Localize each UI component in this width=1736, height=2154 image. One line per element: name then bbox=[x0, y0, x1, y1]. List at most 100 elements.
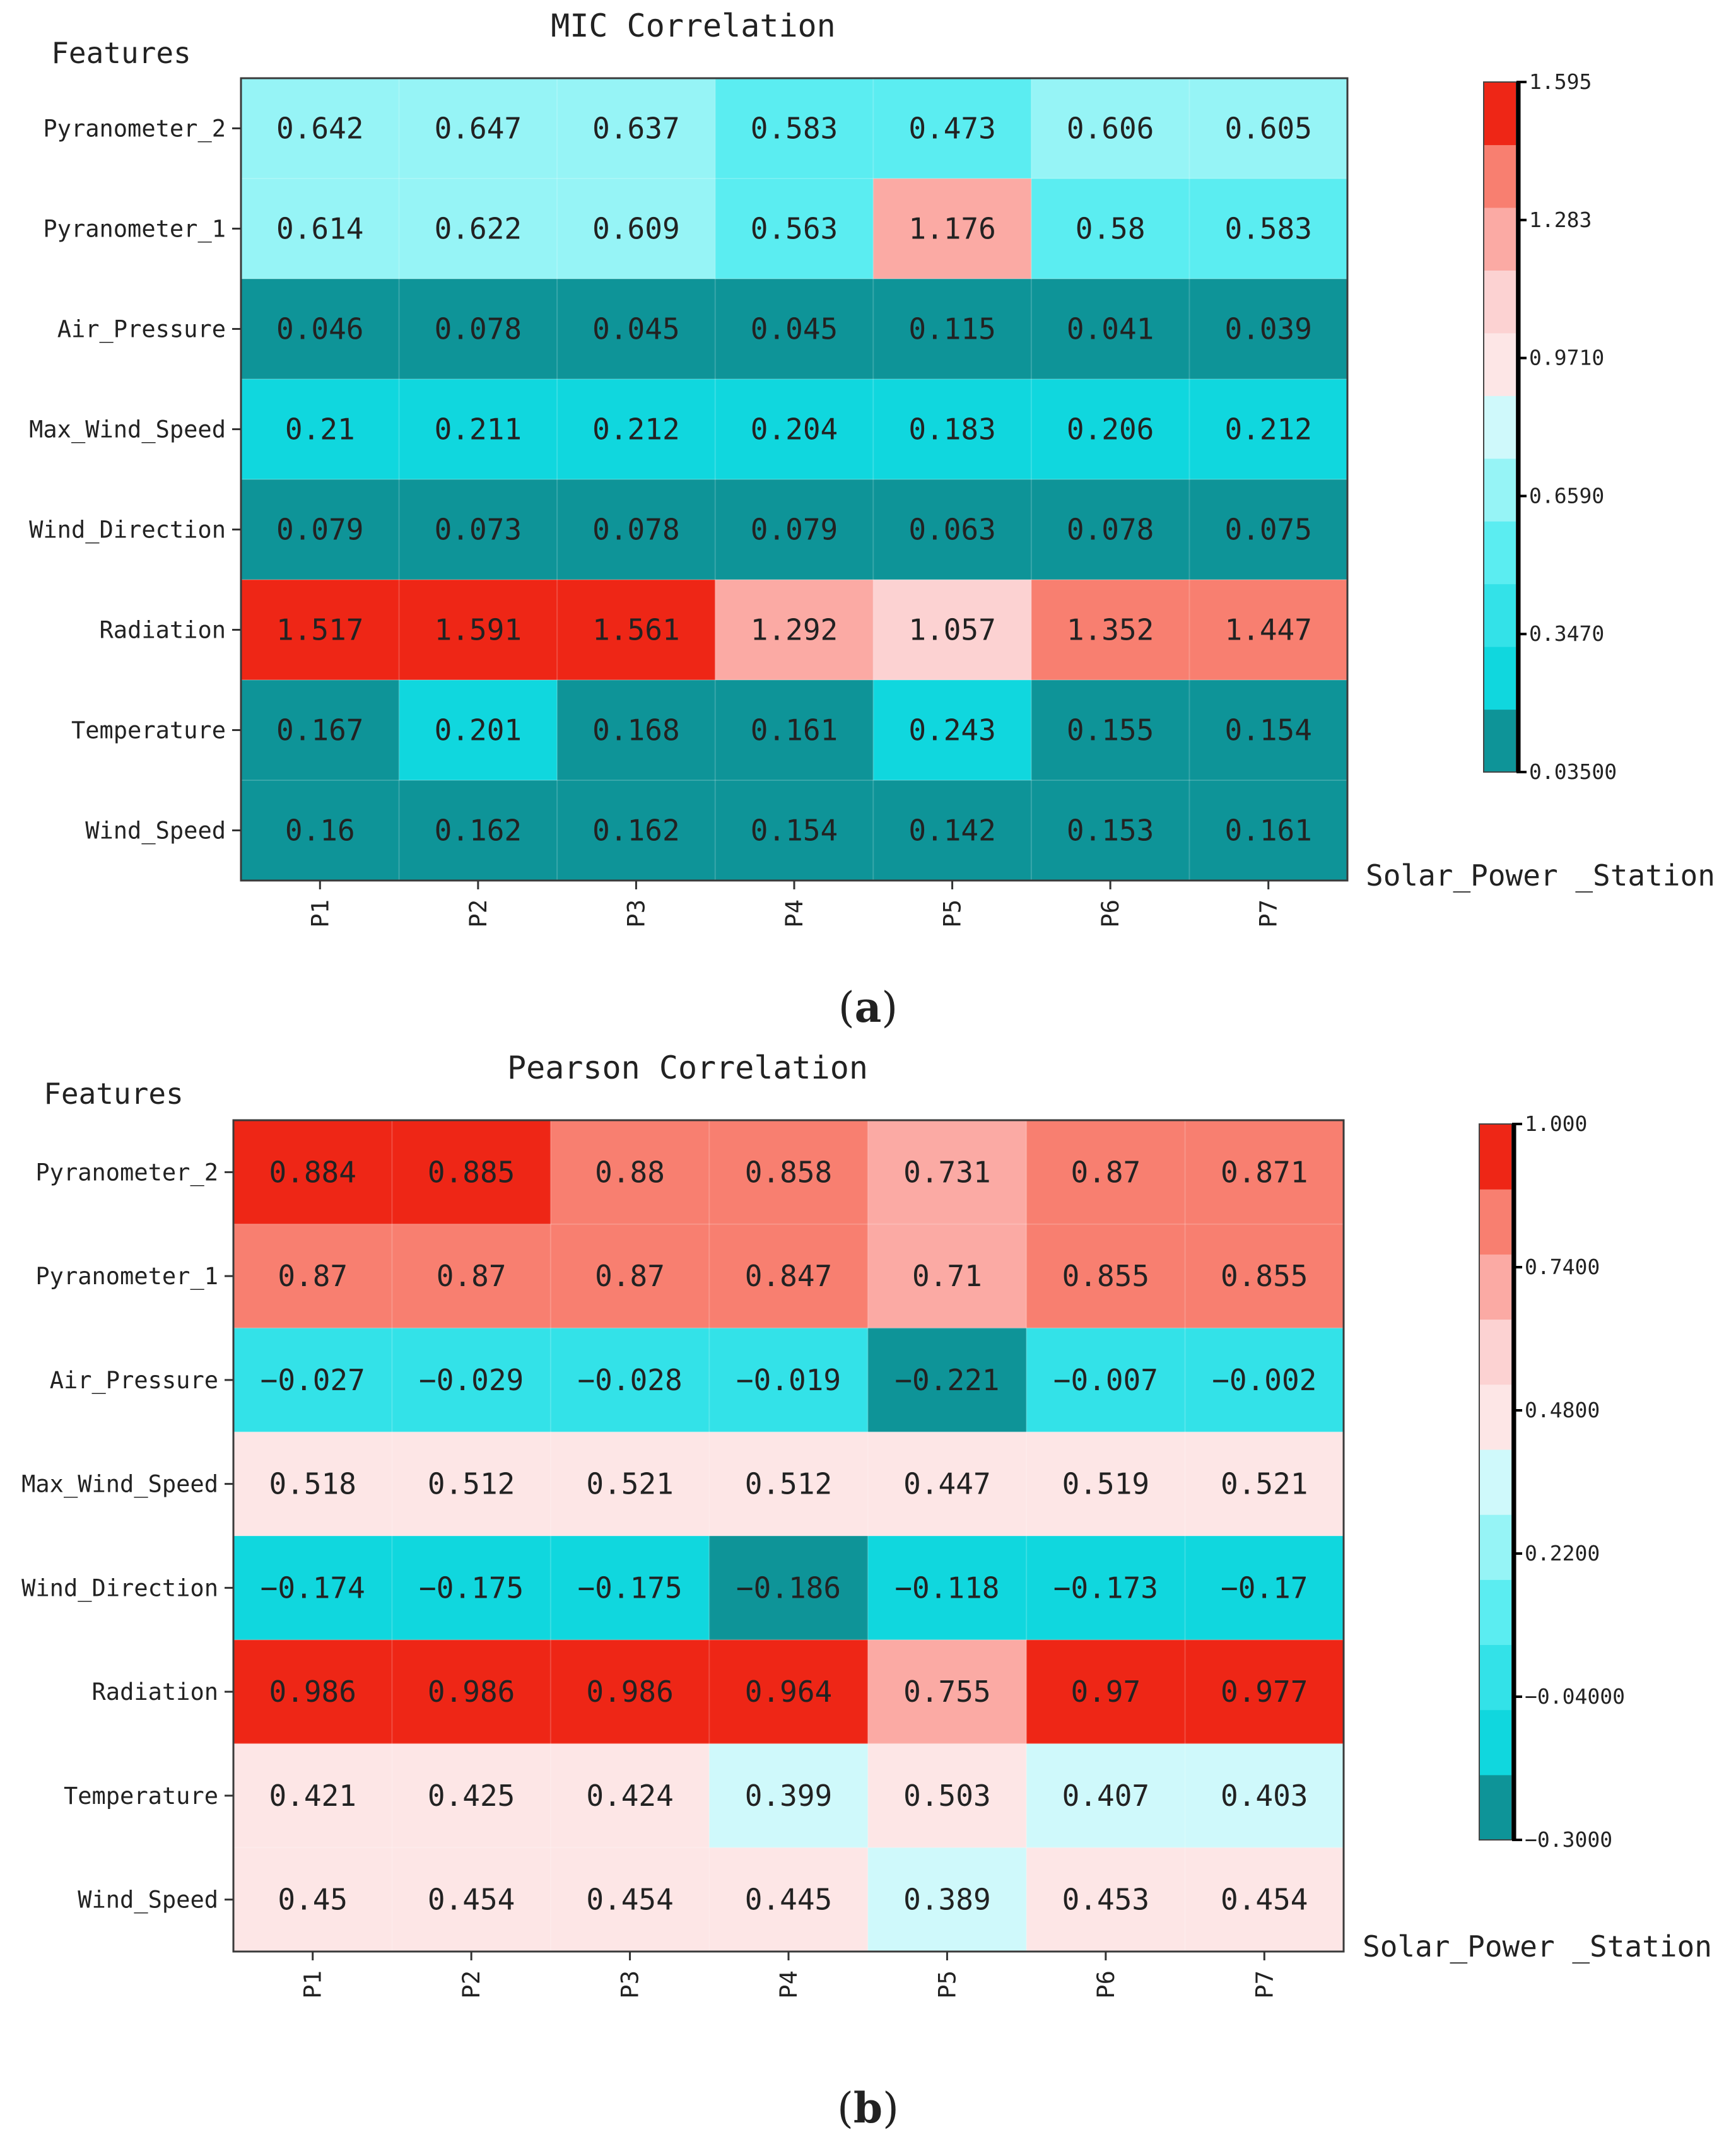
chart1-cell bbox=[709, 1536, 869, 1641]
chart1-cell-label: 0.858 bbox=[745, 1155, 832, 1189]
chart0-colorbar-segment bbox=[1484, 647, 1516, 710]
chart1-cell bbox=[392, 1432, 551, 1536]
chart1-colorbar-tick-label: −0.3000 bbox=[1525, 1827, 1612, 1852]
chart1-cell-label: 0.87 bbox=[278, 1259, 348, 1293]
chart0-cell bbox=[241, 379, 400, 480]
chart0-cell-label: 0.045 bbox=[592, 312, 679, 346]
chart0-cell-label: 0.243 bbox=[908, 713, 995, 747]
chart0-cell bbox=[1189, 279, 1348, 380]
chart1-colorbar-segment bbox=[1479, 1189, 1512, 1255]
chart1-colorbar-tick-label: 0.2200 bbox=[1525, 1541, 1600, 1566]
chart0-cell-label: 0.622 bbox=[435, 212, 522, 246]
chart0-cell-label: 1.057 bbox=[908, 613, 995, 647]
chart1-cell bbox=[392, 1743, 551, 1848]
chart1-cell bbox=[550, 1743, 710, 1848]
chart0-colorbar-segment bbox=[1484, 395, 1516, 459]
chart1-title: Pearson Correlation bbox=[507, 1050, 868, 1086]
chart0-cell bbox=[399, 780, 558, 881]
chart0-cell bbox=[241, 479, 400, 580]
chart1-ytick-label: Wind_Direction bbox=[21, 1574, 218, 1602]
chart1-cell bbox=[550, 1120, 710, 1225]
chart1-cell bbox=[392, 1224, 551, 1329]
chart0-xtick-label: P6 bbox=[1097, 899, 1124, 928]
chart1-cell-label: 0.884 bbox=[269, 1155, 356, 1189]
chart0-cell bbox=[873, 179, 1032, 279]
chart1-cell-label: 0.407 bbox=[1062, 1779, 1149, 1813]
chart0-cell bbox=[399, 279, 558, 380]
chart0-cell-label: 0.079 bbox=[276, 513, 363, 547]
chart1-colorbar-tick-label: 0.7400 bbox=[1525, 1255, 1600, 1279]
chart0-cell bbox=[399, 78, 558, 179]
chart0-cell-label: 0.161 bbox=[1224, 814, 1311, 848]
chart1-cell-label: 0.855 bbox=[1221, 1259, 1308, 1293]
chart0-cell bbox=[399, 379, 558, 480]
chart1-colorbar-segment bbox=[1479, 1709, 1512, 1776]
chart0-cell bbox=[557, 780, 716, 881]
chart0-cell-label: 0.204 bbox=[751, 413, 838, 447]
chart1-cell-label: 0.986 bbox=[586, 1675, 673, 1709]
chart0-cell-label: 0.155 bbox=[1067, 713, 1154, 747]
chart0-cell-label: 0.153 bbox=[1067, 814, 1154, 848]
chart1-cell bbox=[1026, 1847, 1186, 1952]
chart0-cell-label: 1.591 bbox=[435, 613, 522, 647]
chart0-ytick-label: Pyranometer_2 bbox=[43, 115, 226, 143]
chart0-ytick-label: Temperature bbox=[71, 717, 226, 744]
chart1-cell-label: 0.87 bbox=[1070, 1155, 1141, 1189]
chart1-cell-label: −0.174 bbox=[261, 1571, 365, 1605]
chart1-cell-label: 0.755 bbox=[903, 1675, 990, 1709]
chart1-xtick-label: P3 bbox=[617, 1970, 644, 1999]
chart0-colorbar-segment bbox=[1484, 521, 1516, 585]
chart0-cell bbox=[873, 580, 1032, 681]
chart0-cell-label: 1.517 bbox=[276, 613, 363, 647]
chart1-cell-label: 0.519 bbox=[1062, 1467, 1149, 1501]
chart1-cell-label: −0.118 bbox=[894, 1571, 999, 1605]
chart1-ytick-label: Temperature bbox=[64, 1782, 218, 1810]
chart1-cell-label: 0.503 bbox=[903, 1779, 990, 1813]
chart0-xlabel: Solar_Power _Station bbox=[1366, 858, 1715, 893]
chart0-cell-label: 1.447 bbox=[1224, 613, 1311, 647]
chart1-cell bbox=[1185, 1743, 1344, 1848]
chart1-cell-label: 0.453 bbox=[1062, 1883, 1149, 1917]
chart1-cell bbox=[709, 1743, 869, 1848]
chart1-cell bbox=[392, 1328, 551, 1432]
chart0-colorbar-segment bbox=[1484, 332, 1516, 396]
chart0-cell-label: 0.161 bbox=[751, 713, 838, 747]
chart1-cell-label: 0.847 bbox=[745, 1259, 832, 1293]
chart1-cell-label: 0.964 bbox=[745, 1675, 832, 1709]
chart1-cell-label: −0.019 bbox=[736, 1363, 841, 1397]
chart1-cell-label: 0.518 bbox=[269, 1467, 356, 1501]
chart0-colorbar-segment bbox=[1484, 82, 1516, 146]
chart0-cell-label: 0.583 bbox=[1224, 212, 1311, 246]
chart0-cell-label: 0.212 bbox=[1224, 413, 1311, 447]
chart0-cell bbox=[557, 479, 716, 580]
chart0-cell bbox=[1031, 780, 1190, 881]
chart1-cell bbox=[233, 1120, 393, 1225]
chart0-cell bbox=[241, 780, 400, 881]
chart1-colorbar-segment bbox=[1479, 1579, 1512, 1646]
chart0-cell-label: 1.352 bbox=[1067, 613, 1154, 647]
chart1-cell bbox=[867, 1432, 1027, 1536]
chart0-title: MIC Correlation bbox=[551, 8, 836, 44]
chart1-cell bbox=[1026, 1432, 1186, 1536]
chart0-cell bbox=[241, 78, 400, 179]
chart1-cell bbox=[392, 1536, 551, 1641]
chart0-cell bbox=[715, 279, 874, 380]
chart1-colorbar-segment bbox=[1479, 1319, 1512, 1385]
chart1-cell-label: −0.175 bbox=[419, 1571, 524, 1605]
chart0-cell-label: 0.642 bbox=[276, 112, 363, 146]
chart1-cell-label: 0.986 bbox=[269, 1675, 356, 1709]
chart1-cell bbox=[1185, 1120, 1344, 1225]
chart0-cell bbox=[241, 279, 400, 380]
chart1-cell bbox=[867, 1328, 1027, 1432]
chart0-colorbar-segment bbox=[1484, 458, 1516, 522]
chart1-xtick-label: P6 bbox=[1093, 1970, 1120, 1999]
chart0-cell bbox=[557, 580, 716, 681]
chart1-cell bbox=[709, 1120, 869, 1225]
chart0-cell bbox=[399, 680, 558, 781]
chart1-cell bbox=[1026, 1120, 1186, 1225]
chart1-cell-label: −0.186 bbox=[736, 1571, 841, 1605]
chart1-cell-label: −0.221 bbox=[894, 1363, 999, 1397]
chart0-cell bbox=[873, 78, 1032, 179]
chart0-heatmap-cells bbox=[241, 78, 1348, 881]
chart1-cell-label: −0.17 bbox=[1221, 1571, 1308, 1605]
